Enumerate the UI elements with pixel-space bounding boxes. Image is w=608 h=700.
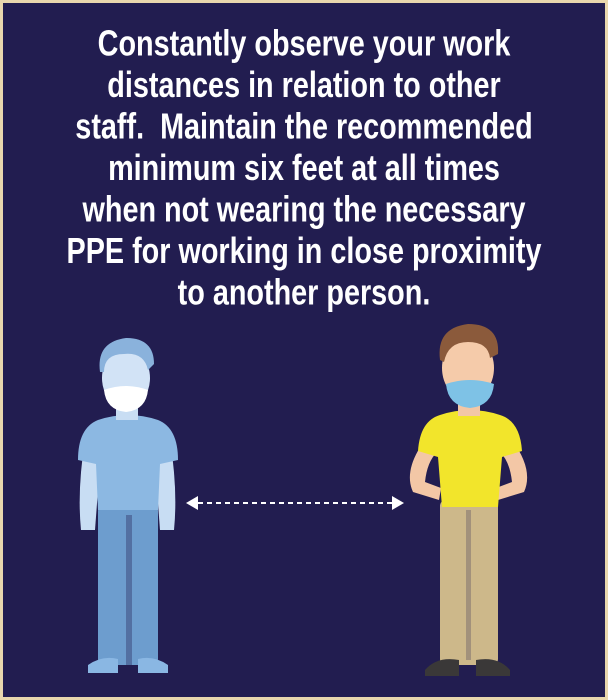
infographic: Constantly observe your workdistances in… — [0, 0, 608, 700]
message-line: Constantly observe your work — [98, 22, 511, 63]
message-line: staff. Maintain the recommended — [75, 105, 532, 146]
message-line: distances in relation to other — [107, 64, 501, 105]
message-line: PPE for working in close proximity — [67, 230, 542, 271]
message-line: minimum six feet at all times — [108, 147, 500, 188]
message-line: to another person. — [178, 271, 431, 312]
page: Constantly observe your workdistances in… — [0, 0, 608, 700]
message-line: when not wearing the necessary — [82, 188, 526, 229]
